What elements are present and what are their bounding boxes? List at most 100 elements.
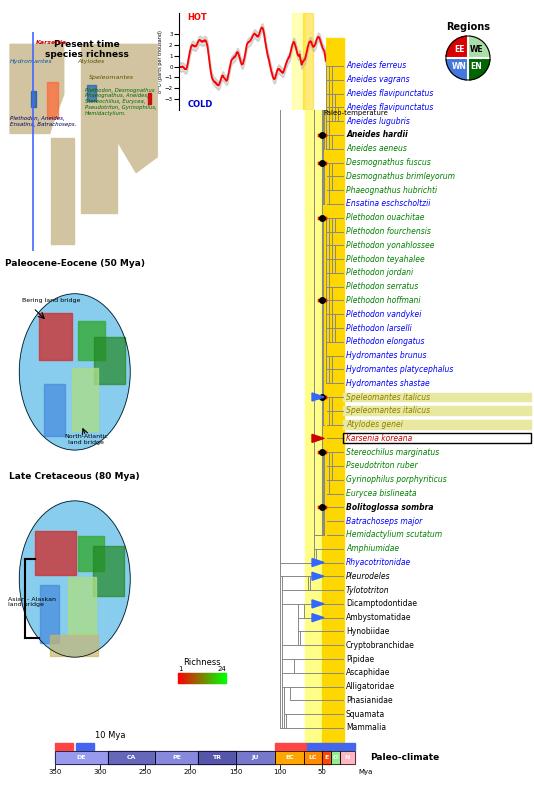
Bar xyxy=(218,673,219,683)
Text: Bering land bridge: Bering land bridge xyxy=(22,298,81,302)
Polygon shape xyxy=(87,85,97,100)
Circle shape xyxy=(19,294,130,450)
Text: Regions: Regions xyxy=(446,22,490,32)
Polygon shape xyxy=(312,393,324,401)
Polygon shape xyxy=(72,368,98,431)
Bar xyxy=(292,13,305,110)
Text: Bolitoglossa sombra: Bolitoglossa sombra xyxy=(346,503,434,512)
Text: Aneides flavipunctatus: Aneides flavipunctatus xyxy=(346,103,434,112)
Text: WN: WN xyxy=(452,62,467,71)
Bar xyxy=(275,751,304,764)
Bar xyxy=(209,673,210,683)
Bar xyxy=(223,673,224,683)
Text: Stereochilus marginatus: Stereochilus marginatus xyxy=(346,447,439,457)
Bar xyxy=(178,673,179,683)
Polygon shape xyxy=(312,600,324,608)
Text: Hydromantes brunus: Hydromantes brunus xyxy=(346,351,427,360)
Bar xyxy=(343,392,531,401)
Polygon shape xyxy=(39,314,72,360)
Text: Cryptobranchidae: Cryptobranchidae xyxy=(346,641,415,650)
Text: North-Atlantic
land bridge: North-Atlantic land bridge xyxy=(64,434,108,445)
Y-axis label: δ¹⁸O (parts per thousand): δ¹⁸O (parts per thousand) xyxy=(158,30,163,92)
Bar xyxy=(155,751,198,764)
Bar xyxy=(148,93,151,103)
Text: 100: 100 xyxy=(273,769,287,775)
Text: Dicamptodontidae: Dicamptodontidae xyxy=(346,599,417,608)
Text: 24: 24 xyxy=(217,666,226,672)
Text: Atylodes genei: Atylodes genei xyxy=(346,420,403,429)
Text: Ensatina eschscholtzii: Ensatina eschscholtzii xyxy=(346,200,430,209)
Text: Aneides hardii: Aneides hardii xyxy=(346,131,408,139)
Bar xyxy=(180,673,181,683)
Bar xyxy=(198,673,199,683)
Text: E: E xyxy=(324,755,328,760)
Text: LC: LC xyxy=(309,755,317,760)
Bar xyxy=(340,751,355,764)
Text: Pipidae: Pipidae xyxy=(346,654,374,664)
Bar xyxy=(203,673,204,683)
Bar xyxy=(304,751,322,764)
Text: Atylodes: Atylodes xyxy=(78,59,105,64)
Text: HOT: HOT xyxy=(187,14,207,22)
Bar xyxy=(202,673,203,683)
Bar xyxy=(221,673,222,683)
Bar xyxy=(305,38,322,748)
Bar xyxy=(55,751,108,764)
Text: Plethodon, Aneides,
Ensatina, Batrachoseps.: Plethodon, Aneides, Ensatina, Batrachose… xyxy=(10,116,76,127)
Polygon shape xyxy=(41,585,59,643)
Bar xyxy=(322,751,331,764)
Text: Rhyacotritonidae: Rhyacotritonidae xyxy=(346,558,411,567)
Text: Present time
species richness: Present time species richness xyxy=(45,40,129,59)
Text: Ascaphidae: Ascaphidae xyxy=(346,669,390,677)
Text: Mya: Mya xyxy=(358,769,372,775)
Text: Late Cretaceous (80 Mya): Late Cretaceous (80 Mya) xyxy=(10,472,140,481)
Bar xyxy=(213,673,214,683)
Polygon shape xyxy=(48,82,58,118)
Polygon shape xyxy=(51,139,74,244)
Text: EN: EN xyxy=(470,62,482,71)
Bar xyxy=(343,420,531,429)
Bar xyxy=(199,673,200,683)
Text: EE: EE xyxy=(454,45,465,54)
Polygon shape xyxy=(35,531,76,575)
Text: Phaeognathus hubrichti: Phaeognathus hubrichti xyxy=(346,185,437,195)
Bar xyxy=(200,673,201,683)
Text: Plethodon fourchensis: Plethodon fourchensis xyxy=(346,227,431,236)
Text: 1: 1 xyxy=(178,666,183,672)
Bar xyxy=(179,673,180,683)
Text: Hynobiidae: Hynobiidae xyxy=(346,627,389,636)
Polygon shape xyxy=(77,536,104,572)
Text: Squamata: Squamata xyxy=(346,710,385,719)
Text: Hydromantes platycephalus: Hydromantes platycephalus xyxy=(346,365,453,374)
Bar xyxy=(186,673,187,683)
Bar xyxy=(193,673,194,683)
Polygon shape xyxy=(31,92,36,107)
Text: Phasianidae: Phasianidae xyxy=(346,696,392,705)
Bar xyxy=(225,673,226,683)
Text: DE: DE xyxy=(77,755,87,760)
Text: TR: TR xyxy=(213,755,222,760)
Text: Aneides vagrans: Aneides vagrans xyxy=(346,76,410,84)
Bar xyxy=(194,673,195,683)
Text: Plethodon, Desmognathus
Phaeognathus, Aneides,
Stereochilius, Eurycea,
Pseudotri: Plethodon, Desmognathus Phaeognathus, An… xyxy=(85,88,156,115)
Text: Paleo-climate: Paleo-climate xyxy=(370,753,439,762)
Text: Batrachoseps major: Batrachoseps major xyxy=(346,517,422,525)
Text: Mammalia: Mammalia xyxy=(346,724,386,732)
Polygon shape xyxy=(50,635,98,656)
Text: Plethodon teyahalee: Plethodon teyahalee xyxy=(346,255,425,263)
Bar xyxy=(108,751,155,764)
Text: Plethodon serratus: Plethodon serratus xyxy=(346,282,418,291)
Bar xyxy=(322,38,344,748)
Bar xyxy=(189,673,190,683)
Text: Hydromantes: Hydromantes xyxy=(10,59,53,64)
Text: Pleurodeles: Pleurodeles xyxy=(346,572,391,581)
Text: Eurycea bislineata: Eurycea bislineata xyxy=(346,489,417,498)
Text: Plethodon jordani: Plethodon jordani xyxy=(346,268,413,277)
Bar xyxy=(220,673,221,683)
Text: Paleocene-Eocene (50 Mya): Paleocene-Eocene (50 Mya) xyxy=(5,259,145,268)
Text: Paleo-temperature: Paleo-temperature xyxy=(324,110,389,116)
Text: Desmognathus fuscus: Desmognathus fuscus xyxy=(346,158,431,167)
Polygon shape xyxy=(77,321,105,360)
Bar xyxy=(210,673,211,683)
Polygon shape xyxy=(312,614,324,622)
